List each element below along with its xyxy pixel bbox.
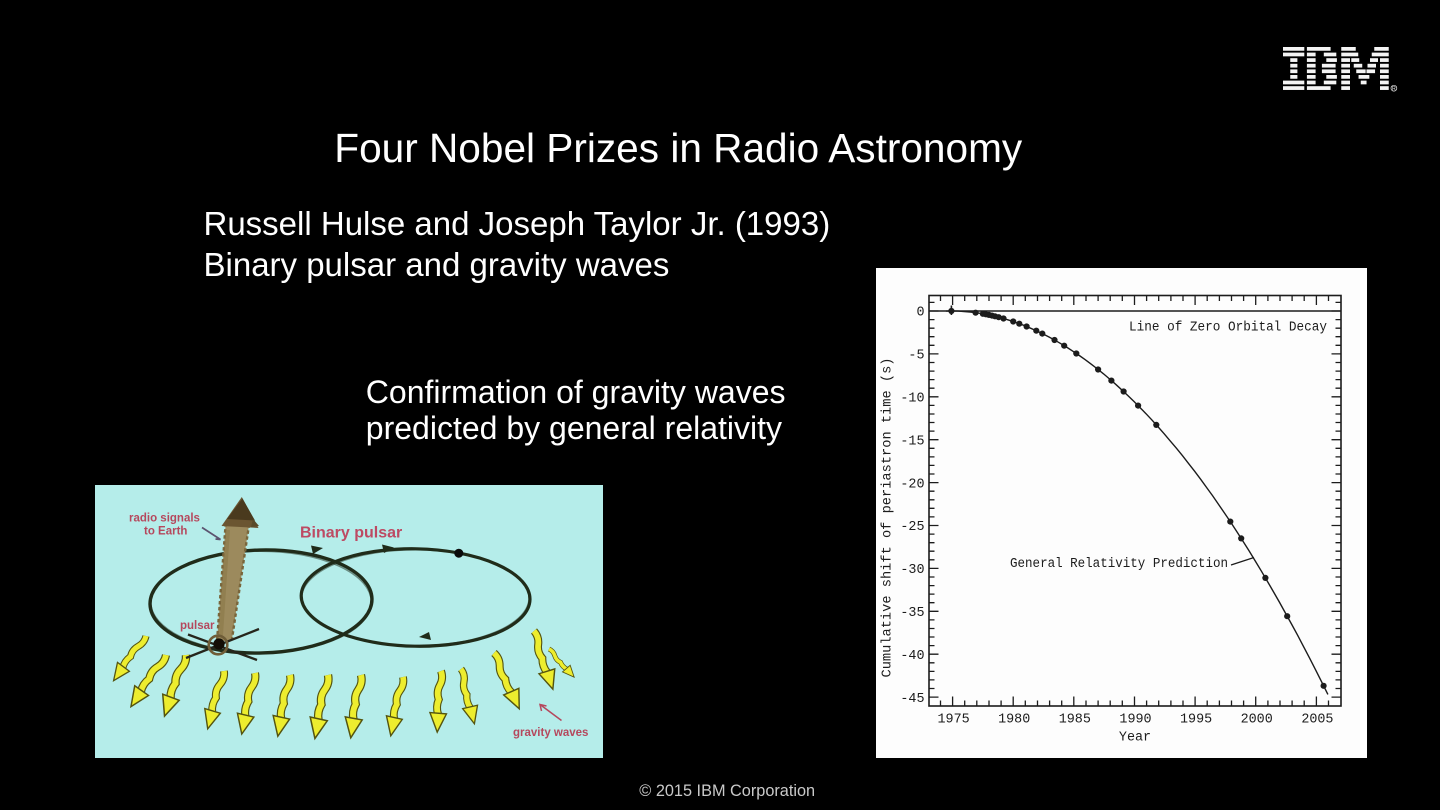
svg-text:-40: -40 [900,649,924,664]
svg-text:-45: -45 [900,692,924,707]
svg-text:1975: 1975 [938,713,970,728]
svg-text:-25: -25 [900,520,924,535]
svg-text:1985: 1985 [1059,713,1091,728]
svg-text:Year: Year [1119,731,1151,746]
svg-text:-20: -20 [900,477,924,492]
svg-text:Line of Zero Orbital Decay: Line of Zero Orbital Decay [1129,320,1327,335]
svg-text:1995: 1995 [1180,713,1212,728]
svg-text:1990: 1990 [1119,713,1151,728]
svg-text:2005: 2005 [1301,713,1333,728]
svg-text:-35: -35 [900,606,924,621]
svg-text:pulsar: pulsar [180,620,215,632]
svg-text:0: 0 [916,306,924,321]
svg-text:Cumulative shift of periastron: Cumulative shift of periastron time (s) [881,358,896,678]
svg-text:-15: -15 [900,434,924,449]
svg-text:to Earth: to Earth [144,526,187,538]
svg-text:R: R [1392,86,1396,92]
svg-text:General Relativity Prediction: General Relativity Prediction [1010,557,1228,572]
svg-text:2000: 2000 [1241,713,1273,728]
svg-text:gravity waves: gravity waves [513,727,588,739]
svg-text:-10: -10 [900,392,924,407]
svg-text:-5: -5 [908,349,924,364]
svg-text:Binary pulsar: Binary pulsar [300,525,402,542]
svg-text:1980: 1980 [998,713,1030,728]
svg-text:-30: -30 [900,563,924,578]
svg-text:radio signals: radio signals [129,513,200,525]
